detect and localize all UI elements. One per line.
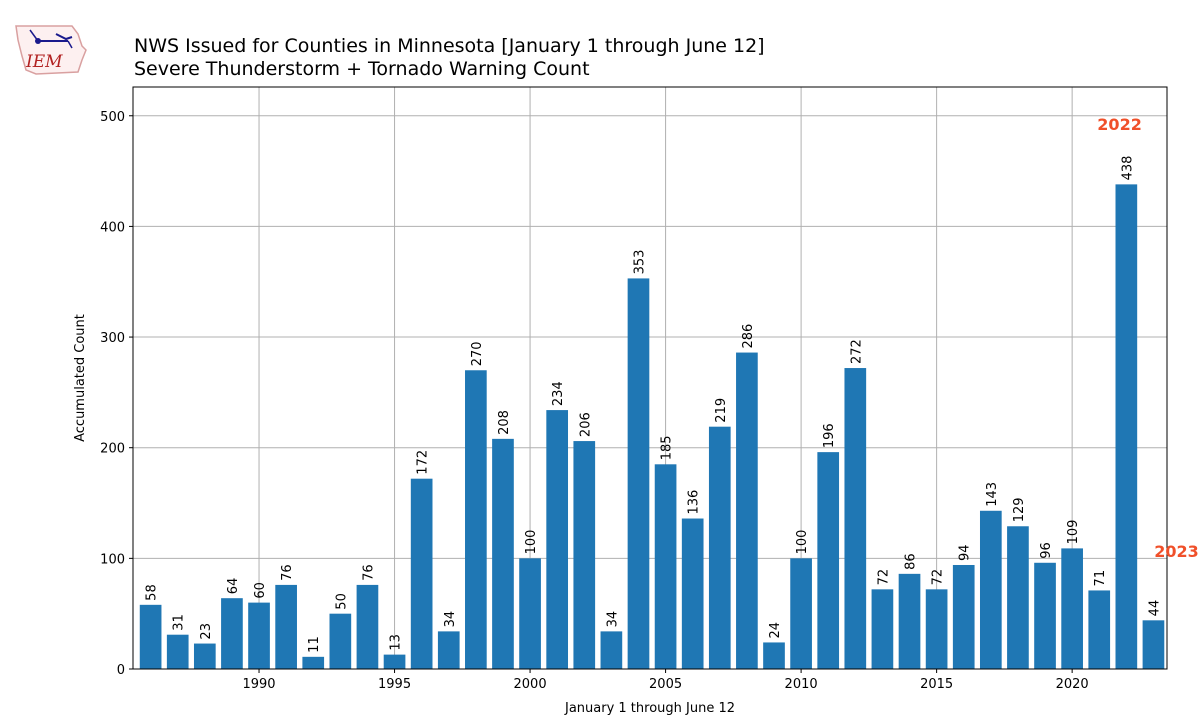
data-label-1994: 76 bbox=[361, 564, 376, 581]
data-label-1995: 13 bbox=[389, 634, 404, 651]
bar-1995 bbox=[383, 654, 406, 669]
bar-2001 bbox=[546, 410, 569, 669]
plot-frame bbox=[132, 86, 1168, 670]
data-label-2015: 72 bbox=[931, 569, 946, 586]
data-label-2011: 196 bbox=[822, 423, 837, 448]
data-label-2013: 72 bbox=[876, 569, 891, 586]
x-tick-label: 2015 bbox=[920, 677, 953, 692]
bar-2021 bbox=[1088, 590, 1111, 669]
data-label-2019: 96 bbox=[1039, 542, 1054, 559]
bar-2006 bbox=[681, 518, 704, 669]
bar-2022 bbox=[1115, 184, 1138, 669]
bar-2007 bbox=[708, 426, 731, 669]
data-label-1989: 64 bbox=[226, 578, 241, 595]
x-tick-label: 2005 bbox=[649, 677, 682, 692]
x-tick-label: 1995 bbox=[378, 677, 411, 692]
data-label-1991: 76 bbox=[280, 564, 295, 581]
data-label-2009: 24 bbox=[768, 622, 783, 639]
data-label-2014: 86 bbox=[904, 553, 919, 570]
data-label-1988: 23 bbox=[199, 623, 214, 640]
bar-2010 bbox=[790, 558, 812, 669]
bar-1989 bbox=[221, 598, 243, 669]
bar-1986 bbox=[139, 604, 162, 669]
chart-subtitle: Severe Thunderstorm + Tornado Warning Co… bbox=[134, 58, 590, 80]
bar-1996 bbox=[410, 478, 433, 669]
data-label-2005: 185 bbox=[660, 435, 675, 460]
data-label-1993: 50 bbox=[334, 593, 349, 610]
bar-1990 bbox=[248, 602, 270, 669]
bar-2018 bbox=[1007, 526, 1029, 669]
annotation-2022: 2022 bbox=[1097, 115, 1142, 134]
data-label-1996: 172 bbox=[416, 450, 431, 475]
bar-2016 bbox=[952, 564, 975, 669]
y-tick-label: 300 bbox=[100, 331, 125, 346]
bar-1993 bbox=[329, 613, 352, 669]
bar-1994 bbox=[356, 584, 379, 669]
bar-2000 bbox=[519, 558, 541, 669]
bar-2017 bbox=[979, 510, 1002, 669]
bar-2009 bbox=[763, 642, 785, 669]
bar-1999 bbox=[492, 438, 514, 669]
data-label-2006: 136 bbox=[687, 490, 702, 515]
bar-2015 bbox=[925, 589, 948, 669]
bar-1992 bbox=[302, 656, 325, 669]
data-label-2023: 44 bbox=[1147, 600, 1162, 617]
bar-2012 bbox=[844, 368, 867, 669]
bar-1997 bbox=[437, 631, 460, 669]
y-tick-label: 400 bbox=[100, 220, 125, 235]
bar-1998 bbox=[465, 370, 487, 669]
data-label-1998: 270 bbox=[470, 341, 485, 366]
bar-2008 bbox=[736, 352, 758, 669]
x-tick-label: 2020 bbox=[1056, 677, 1089, 692]
bar-2011 bbox=[817, 452, 840, 669]
data-label-2016: 94 bbox=[958, 544, 973, 561]
bar-2014 bbox=[898, 573, 921, 669]
svg-text:IEM: IEM bbox=[25, 52, 63, 72]
data-label-2012: 272 bbox=[849, 339, 864, 364]
data-label-1987: 31 bbox=[172, 614, 187, 631]
bar-2004 bbox=[627, 278, 650, 669]
bar-2023 bbox=[1142, 620, 1165, 669]
data-label-2008: 286 bbox=[741, 324, 756, 349]
y-tick-label: 0 bbox=[117, 663, 125, 678]
bar-1987 bbox=[166, 634, 189, 669]
x-tick-label: 2000 bbox=[514, 677, 547, 692]
data-label-1990: 60 bbox=[253, 582, 268, 599]
bar-2019 bbox=[1034, 562, 1056, 669]
y-tick-label: 200 bbox=[100, 442, 125, 457]
data-label-1992: 11 bbox=[307, 636, 322, 653]
data-label-2003: 34 bbox=[605, 611, 620, 628]
data-label-1986: 58 bbox=[145, 584, 160, 601]
data-label-2021: 71 bbox=[1093, 570, 1108, 587]
x-axis-label: January 1 through June 12 bbox=[564, 701, 735, 716]
data-label-2017: 143 bbox=[985, 482, 1000, 507]
bar-1988 bbox=[193, 643, 216, 669]
bar-2003 bbox=[600, 631, 623, 669]
data-label-2001: 234 bbox=[551, 381, 566, 406]
data-label-2010: 100 bbox=[795, 530, 810, 555]
x-tick-label: 1990 bbox=[242, 677, 275, 692]
y-tick-label: 500 bbox=[100, 110, 125, 125]
data-label-2002: 206 bbox=[578, 412, 593, 437]
bar-1991 bbox=[275, 584, 297, 669]
data-label-1997: 34 bbox=[443, 611, 458, 628]
data-label-2007: 219 bbox=[714, 398, 729, 423]
annotation-2023: 2023 bbox=[1154, 542, 1199, 561]
bar-2013 bbox=[871, 589, 894, 669]
data-label-1999: 208 bbox=[497, 410, 512, 435]
y-tick-label: 100 bbox=[100, 552, 125, 567]
x-tick-label: 2010 bbox=[785, 677, 818, 692]
bar-2002 bbox=[573, 441, 596, 669]
chart-title: NWS Issued for Counties in Minnesota [Ja… bbox=[134, 35, 765, 57]
bar-2005 bbox=[654, 464, 677, 669]
data-label-2022: 438 bbox=[1120, 156, 1135, 181]
bar-2020 bbox=[1061, 548, 1083, 669]
data-label-2000: 100 bbox=[524, 530, 539, 555]
data-label-2018: 129 bbox=[1012, 497, 1027, 522]
iem-logo: IEM bbox=[15, 25, 87, 75]
data-label-2004: 353 bbox=[632, 250, 647, 275]
y-axis-label: Accumulated Count bbox=[73, 314, 88, 442]
data-label-2020: 109 bbox=[1066, 520, 1081, 545]
